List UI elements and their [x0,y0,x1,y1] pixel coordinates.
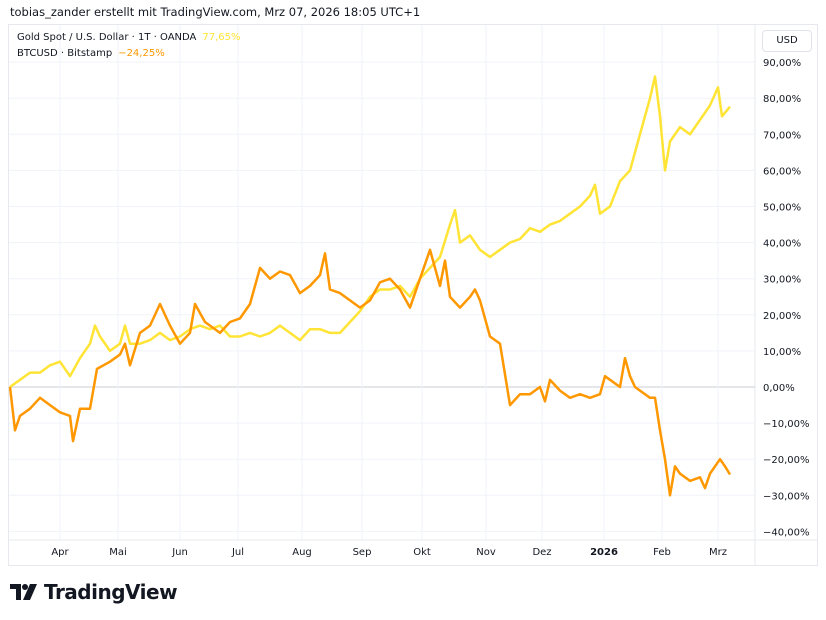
x-tick-label: Jun [171,547,188,558]
x-tick-label: Okt [413,547,431,558]
chart-frame [8,24,818,566]
y-tick-label: 10,00% [763,347,801,358]
legend-btc[interactable]: BTCUSD · Bitstamp −24,25% [17,48,165,59]
y-tick-label: 60,00% [763,166,801,177]
y-tick-label: 80,00% [763,94,801,105]
x-tick-label: 2026 [590,547,618,558]
y-tick-label: −20,00% [763,455,810,466]
x-tick-label: Apr [51,547,69,558]
x-tick-label: Jul [231,547,244,558]
tradingview-logo-icon [10,584,37,600]
legend-gold-value: 77,65% [202,32,241,43]
y-tick-label: 70,00% [763,130,801,141]
y-tick-label: −40,00% [763,527,810,538]
legend-gold-name: Gold Spot / U.S. Dollar · 1T · OANDA [17,32,197,43]
y-tick-label: 0,00% [763,383,795,394]
currency-button[interactable]: USD [762,30,812,52]
y-tick-label: 50,00% [763,203,801,214]
tradingview-logo[interactable]: TradingView [10,580,178,604]
x-tick-label: Sep [353,547,372,558]
y-tick-label: 90,00% [763,58,801,69]
x-tick-label: Aug [292,547,312,558]
legend-btc-value: −24,25% [118,48,165,59]
x-tick-label: Nov [476,547,496,558]
gold-series-line [9,75,731,389]
x-tick-label: Mrz [709,547,727,558]
legend-gold[interactable]: Gold Spot / U.S. Dollar · 1T · OANDA 77,6… [17,32,241,43]
y-tick-label: 30,00% [763,275,801,286]
legend-btc-name: BTCUSD · Bitstamp [17,48,113,59]
x-tick-label: Feb [653,547,671,558]
y-tick-label: 40,00% [763,239,801,250]
x-tick-label: Dez [532,547,551,558]
y-tick-label: −10,00% [763,419,810,430]
header-text: tobias_zander erstellt mit TradingView.c… [10,5,421,19]
btc-series-line [8,248,732,497]
y-tick-label: −30,00% [763,491,810,502]
x-tick-label: Mai [109,547,127,558]
y-tick-label: 20,00% [763,311,801,322]
brand-name: TradingView [44,580,178,604]
